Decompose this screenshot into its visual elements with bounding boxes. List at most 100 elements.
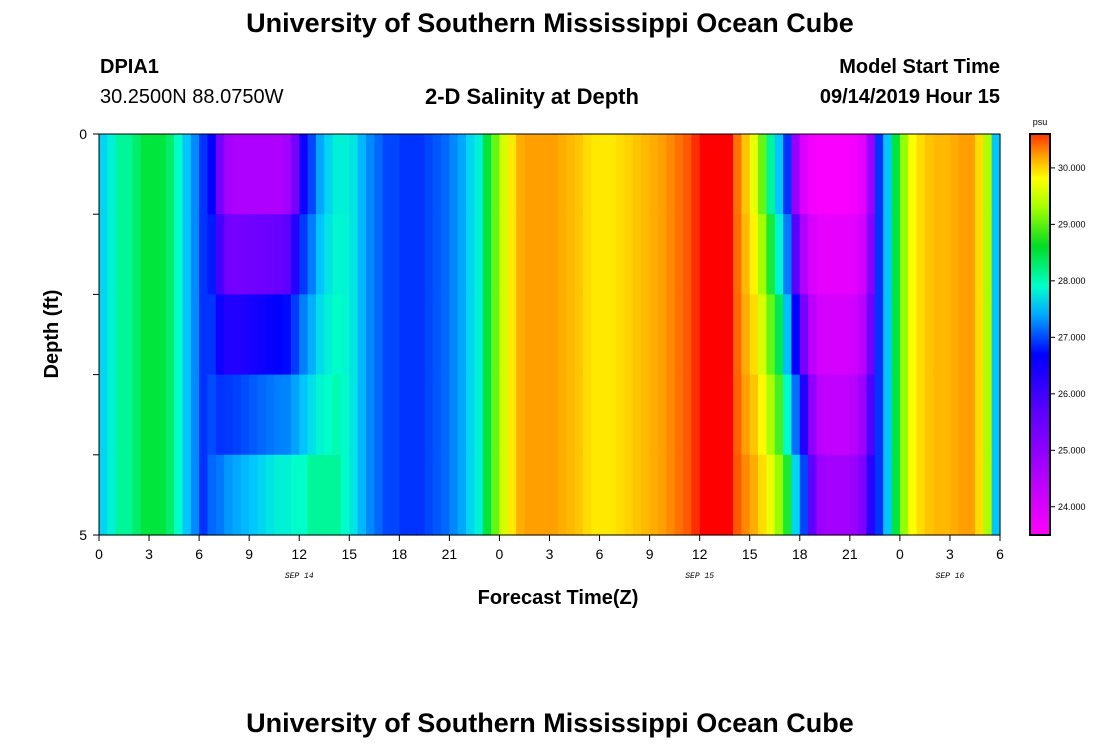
heatmap-cell	[774, 294, 784, 376]
heatmap-cell	[824, 374, 834, 456]
heatmap-cell	[157, 134, 167, 215]
heatmap-cell	[449, 134, 459, 215]
heatmap-cell	[958, 214, 968, 295]
heatmap-cell	[215, 374, 225, 456]
heatmap-cell	[657, 214, 667, 295]
heatmap-cell	[516, 454, 526, 536]
heatmap-cell	[482, 374, 492, 456]
heatmap-cell	[816, 134, 826, 215]
heatmap-cell	[766, 374, 776, 456]
x-tick-label: 0	[95, 546, 103, 562]
heatmap-cell	[816, 294, 826, 376]
heatmap-cell	[224, 374, 234, 456]
heatmap-cell	[557, 294, 567, 376]
heatmap-cell	[616, 454, 626, 536]
heatmap-cell	[157, 294, 167, 376]
heatmap-cell	[215, 294, 225, 376]
heatmap-cell	[182, 294, 192, 376]
heatmap-cell	[799, 214, 809, 295]
heatmap-cell	[474, 214, 484, 295]
heatmap-cell	[149, 374, 158, 456]
heatmap-cell	[349, 294, 359, 376]
heatmap-cell	[190, 134, 200, 215]
heatmap-cell	[582, 134, 592, 215]
heatmap-cell	[733, 214, 742, 295]
heatmap-cell	[708, 214, 717, 295]
heatmap-cell	[124, 294, 133, 376]
heatmap-cell	[332, 374, 342, 456]
x-tick-label: 0	[896, 546, 904, 562]
heatmap-cell	[808, 134, 818, 215]
heatmap-cell	[607, 134, 617, 215]
heatmap-cell	[791, 214, 801, 295]
heatmap-cell	[624, 374, 634, 456]
heatmap-cell	[416, 374, 425, 456]
heatmap-cell	[866, 134, 876, 215]
heatmap-cell	[741, 214, 751, 295]
heatmap-cell	[607, 214, 617, 295]
heatmap-cell	[708, 134, 717, 215]
heatmap-cell	[974, 454, 984, 536]
heatmap-cell	[566, 374, 576, 456]
heatmap-cell	[682, 374, 692, 456]
heatmap-cell	[457, 454, 467, 536]
heatmap-cell	[132, 214, 142, 295]
heatmap-cell	[199, 454, 209, 536]
heatmap-cell	[874, 134, 884, 215]
heatmap-cell	[607, 454, 617, 536]
heatmap-cell	[290, 214, 300, 295]
heatmap-cell	[941, 214, 951, 295]
heatmap-cell	[124, 374, 133, 456]
x-tick-label: 15	[341, 546, 357, 562]
heatmap-cell	[841, 374, 851, 456]
heatmap-cell	[240, 134, 250, 215]
heatmap-cell	[808, 214, 818, 295]
heatmap-cell	[124, 454, 133, 536]
heatmap-cell	[858, 214, 868, 295]
heatmap-cell	[666, 454, 676, 536]
heatmap-cell	[274, 134, 284, 215]
heatmap-cell	[315, 294, 325, 376]
heatmap-cell	[991, 214, 1001, 295]
heatmap-cell	[132, 454, 142, 536]
plot-title: 2-D Salinity at Depth	[425, 84, 639, 109]
heatmap-cell	[799, 134, 809, 215]
heatmap-cell	[240, 294, 250, 376]
heatmap-cell	[441, 214, 450, 295]
heatmap-cell	[824, 454, 834, 536]
heatmap-cell	[716, 454, 726, 536]
heatmap-cell	[324, 134, 334, 215]
heatmap-cell	[916, 294, 926, 376]
heatmap-cell	[441, 294, 450, 376]
heatmap-cell	[107, 294, 117, 376]
heatmap-cell	[474, 454, 484, 536]
heatmap-cell	[382, 454, 392, 536]
heatmap-cell	[574, 294, 584, 376]
heatmap-cell	[407, 134, 417, 215]
heatmap-cell	[682, 214, 692, 295]
heatmap-cell	[941, 454, 951, 536]
heatmap-cell	[866, 454, 876, 536]
heatmap-cell	[632, 294, 642, 376]
heatmap-cell	[724, 454, 734, 536]
heatmap-cell	[257, 294, 267, 376]
heatmap-cell	[507, 214, 517, 295]
heatmap-cell	[507, 134, 517, 215]
colorbar-tick-label: 28.000	[1058, 276, 1086, 286]
heatmap-cell	[416, 454, 425, 536]
x-date-label: SEP 14	[285, 572, 314, 581]
heatmap-cell	[883, 454, 893, 536]
model-start-value: 09/14/2019 Hour 15	[819, 86, 1000, 108]
heatmap-cell	[374, 454, 384, 536]
heatmap-cell	[107, 374, 117, 456]
heatmap-cell	[624, 214, 634, 295]
heatmap-cell	[299, 374, 309, 456]
heatmap-cell	[524, 214, 534, 295]
heatmap-cell	[724, 134, 734, 215]
heatmap-cell	[424, 134, 434, 215]
heatmap-cell	[524, 454, 534, 536]
heatmap-cell	[115, 294, 125, 376]
heatmap-cell	[499, 134, 509, 215]
heatmap-cell	[591, 134, 601, 215]
heatmap-cell	[682, 454, 692, 536]
